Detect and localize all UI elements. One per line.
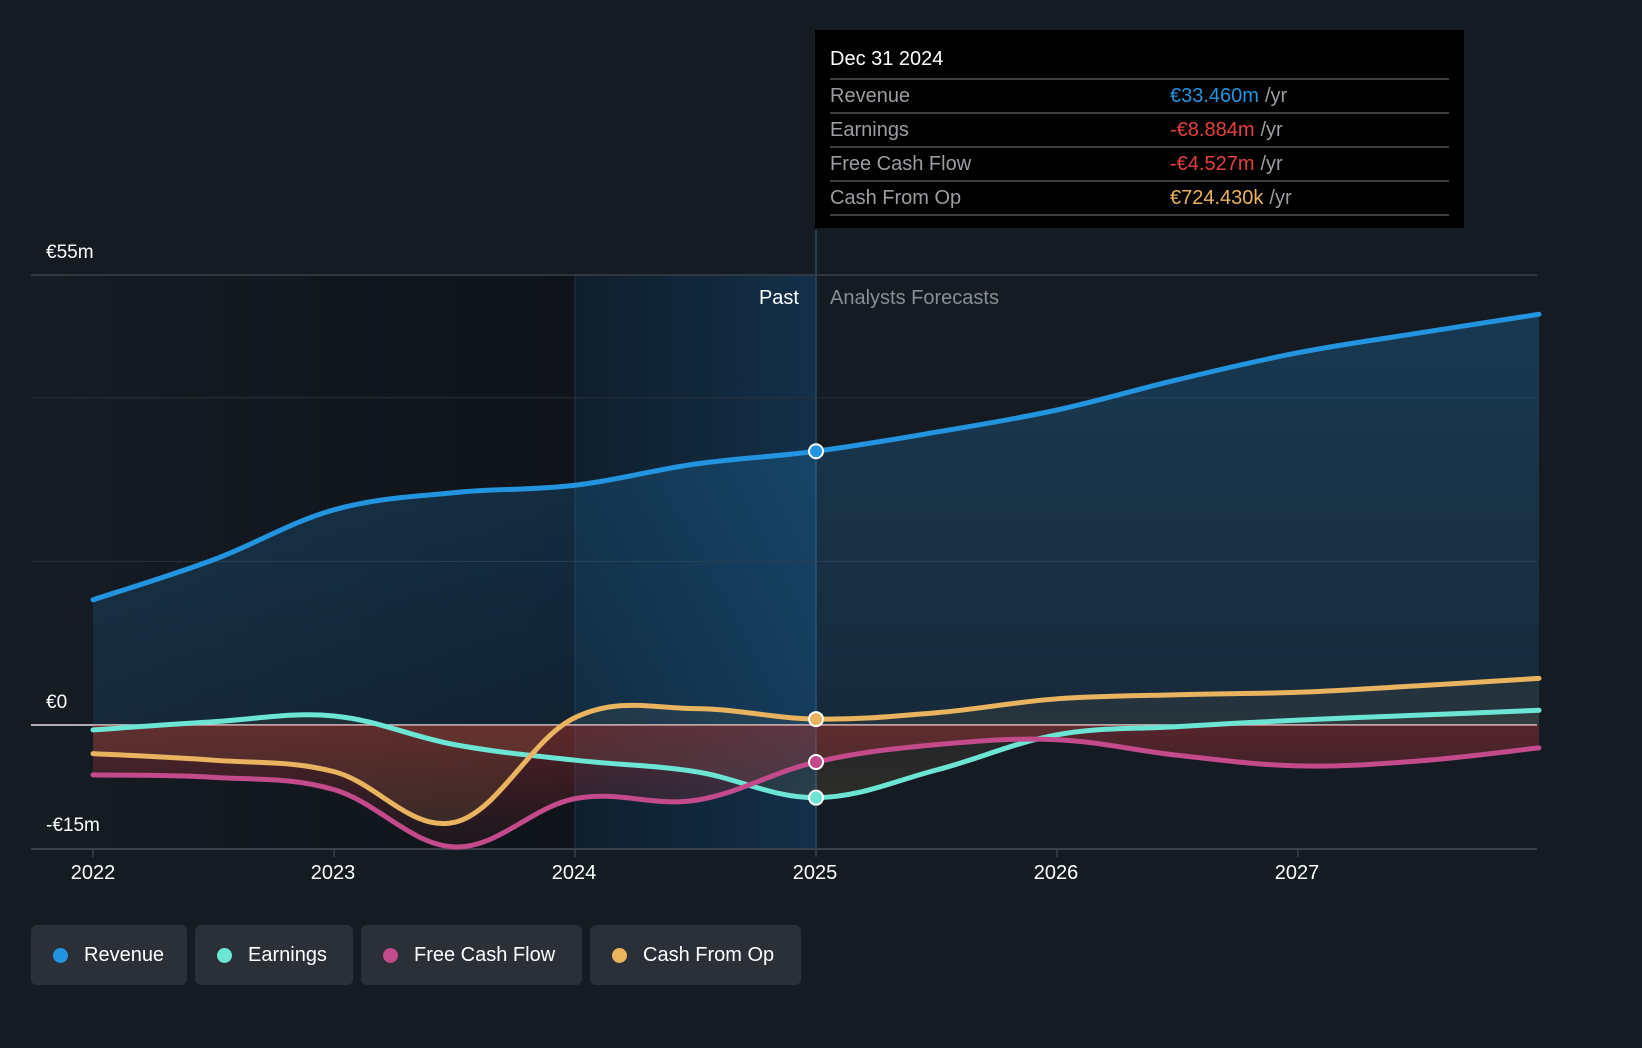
x-tick-label: 2023 — [310, 862, 356, 884]
legend-dot-icon — [53, 947, 68, 963]
y-tick-label: -€15m — [46, 815, 100, 836]
area-cash-from-op — [93, 678, 1539, 824]
x-tick-label: 2022 — [70, 862, 116, 884]
legend-label: Earnings — [248, 943, 327, 966]
x-tick-label: 2025 — [792, 862, 838, 884]
tooltip-value: -€8.884m — [1170, 119, 1255, 141]
marker-revenue[interactable] — [808, 443, 824, 460]
tooltip-row-earnings: Earnings -€8.884m /yr — [830, 114, 1449, 148]
marker-earnings[interactable] — [808, 789, 824, 806]
legend-dot-icon — [217, 947, 232, 963]
tooltip-value: -€4.527m — [1170, 153, 1255, 175]
legend-item-earnings[interactable]: Earnings — [195, 925, 353, 985]
tooltip-unit: /yr — [1260, 119, 1283, 141]
y-tick-label: €0 — [46, 692, 68, 713]
tooltip-label: Free Cash Flow — [830, 153, 972, 175]
legend-label: Revenue — [84, 943, 165, 966]
x-tick-label: 2024 — [551, 862, 597, 884]
legend: Revenue Earnings Free Cash Flow Cash Fro… — [31, 925, 801, 985]
tooltip-label: Cash From Op — [830, 187, 962, 209]
marker-cash-from-op[interactable] — [808, 711, 824, 728]
tooltip-row-fcf: Free Cash Flow -€4.527m /yr — [830, 148, 1449, 182]
tooltip-unit: /yr — [1260, 153, 1283, 175]
tooltip-value: €724.430k — [1170, 187, 1264, 209]
tooltip-unit: /yr — [1264, 85, 1288, 107]
x-tick-label: 2027 — [1274, 862, 1320, 884]
legend-item-free-cash-flow[interactable]: Free Cash Flow — [361, 925, 582, 985]
legend-label: Free Cash Flow — [414, 943, 556, 966]
legend-dot-icon — [383, 947, 398, 963]
legend-dot-icon — [612, 947, 627, 963]
marker-free-cash-flow[interactable] — [808, 754, 824, 771]
tooltip-row-revenue: Revenue €33.460m /yr — [830, 80, 1449, 114]
tooltip-row-cfo: Cash From Op €724.430k /yr — [830, 182, 1449, 216]
tooltip-unit: /yr — [1269, 187, 1292, 209]
legend-label: Cash From Op — [643, 943, 775, 966]
line-cash-from-op — [90, 675, 1542, 827]
tooltip: Dec 31 2024 Revenue €33.460m /yr Earning… — [815, 30, 1464, 228]
tooltip-value: €33.460m — [1170, 85, 1259, 107]
tooltip-date: Dec 31 2024 — [830, 44, 1449, 80]
legend-item-revenue[interactable]: Revenue — [31, 925, 187, 985]
x-tick-label: 2026 — [1033, 862, 1079, 884]
tooltip-label: Revenue — [830, 85, 911, 107]
area-revenue — [93, 314, 1539, 725]
past-label: Past — [758, 287, 799, 309]
legend-item-cash-from-op[interactable]: Cash From Op — [590, 925, 801, 985]
forecast-label: Analysts Forecasts — [830, 287, 999, 309]
tooltip-label: Earnings — [830, 119, 909, 141]
y-tick-label: €55m — [46, 242, 94, 263]
